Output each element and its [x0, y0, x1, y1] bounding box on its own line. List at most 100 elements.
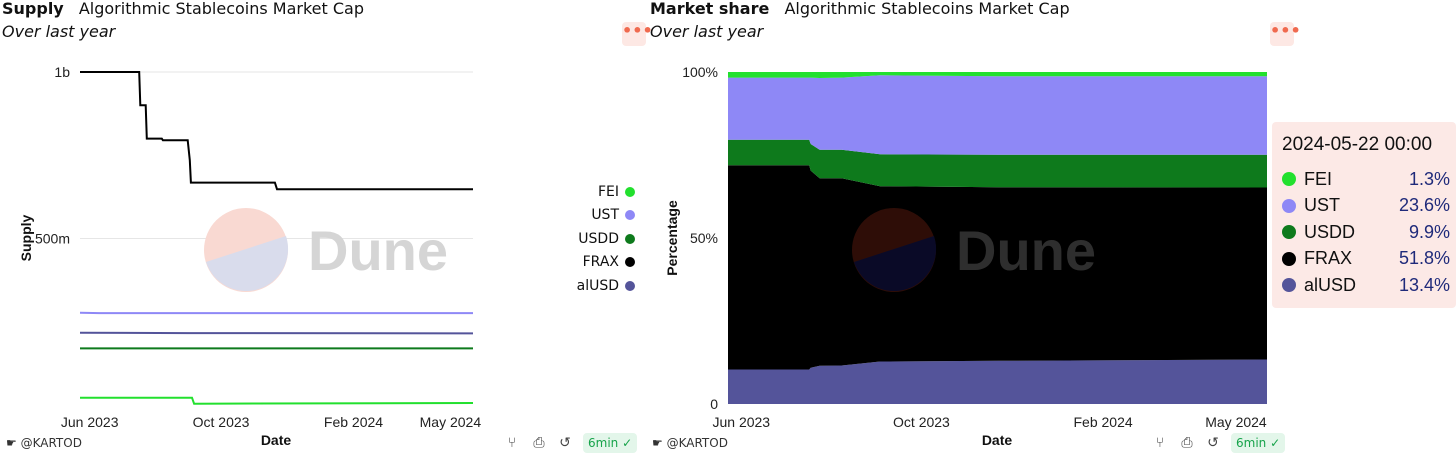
refresh-age-badge[interactable]: 6min ✓ — [583, 433, 638, 453]
tooltip-series-name: alUSD — [1304, 274, 1357, 295]
tooltip-swatch — [1282, 278, 1296, 292]
refresh-age-label: 6min — [1236, 436, 1267, 450]
more-options-button[interactable]: ••• — [622, 22, 653, 46]
panel-header: Supply Algorithmic Stablecoins Market Ca… — [2, 0, 364, 18]
y-axis-label: Percentage — [664, 200, 680, 276]
y-tick-label: 1b — [54, 64, 70, 80]
watermark-circle-shade — [206, 236, 289, 292]
tooltip-series-name: FRAX — [1304, 248, 1353, 268]
fork-icon[interactable]: ⑂ — [1155, 435, 1165, 451]
tooltip-value: 23.6% — [1398, 195, 1450, 215]
tooltip-row-usdd: USDD 9.9% — [1282, 219, 1450, 245]
x-axis-label: Date — [261, 432, 292, 448]
legend-swatch — [625, 186, 635, 197]
dune-watermark: Dune — [204, 208, 448, 292]
legend-item-frax[interactable]: FRAX — [555, 251, 635, 275]
y-axis-label: Supply — [18, 214, 34, 261]
legend-item-fei[interactable]: FEI — [555, 180, 635, 204]
check-circle-icon: ✓ — [1270, 436, 1281, 450]
supply-panel: Supply Algorithmic Stablecoins Market Ca… — [0, 0, 653, 455]
panel-subtitle: Algorithmic Stablecoins Market Cap — [784, 0, 1070, 18]
watermark-text: Dune — [956, 219, 1096, 282]
tooltip-swatch — [1282, 225, 1296, 239]
x-tick-label: Jun 2023 — [712, 414, 770, 430]
series-line-frax — [80, 71, 473, 191]
tooltip-value: 51.8% — [1398, 248, 1450, 268]
camera-icon[interactable]: ⎙ — [533, 435, 545, 451]
author-credit[interactable]: ☛ @KARTOD — [6, 436, 82, 450]
legend-swatch — [625, 210, 635, 221]
area-series-fei — [728, 72, 1267, 78]
legend-item-ust[interactable]: UST — [555, 204, 635, 228]
refresh-icon[interactable]: ↺ — [1207, 435, 1219, 451]
legend-item-alusd[interactable]: alUSD — [555, 274, 635, 298]
x-tick-label: Feb 2024 — [1073, 414, 1132, 430]
author-name: @KARTOD — [666, 436, 728, 450]
area-series-ust — [728, 75, 1267, 155]
watermark-circle-shade — [854, 236, 937, 292]
legend-swatch — [625, 280, 635, 291]
tooltip-row-fei: FEI 1.3% — [1282, 166, 1450, 192]
author-credit[interactable]: ☛ @KARTOD — [652, 436, 728, 450]
author-name: @KARTOD — [20, 436, 82, 450]
panel-header: Market share Algorithmic Stablecoins Mar… — [650, 0, 1070, 18]
legend-swatch — [625, 257, 635, 268]
legend-label: UST — [591, 207, 619, 224]
x-tick-label: May 2024 — [420, 414, 482, 430]
chart-legend: FEI UST USDD FRAX alUSD — [555, 180, 635, 298]
refresh-age-badge[interactable]: 6min ✓ — [1231, 433, 1286, 453]
legend-item-usdd[interactable]: USDD — [555, 227, 635, 251]
y-tick-label: 50% — [690, 230, 718, 246]
legend-label: FEI — [597, 183, 619, 200]
panel-period: Over last year — [650, 22, 764, 41]
tooltip-value: 1.3% — [1408, 168, 1450, 189]
tooltip-series-name: FEI — [1304, 168, 1333, 189]
camera-icon[interactable]: ⎙ — [1181, 435, 1193, 451]
x-tick-label: Oct 2023 — [893, 414, 950, 430]
legend-label: alUSD — [576, 277, 619, 294]
fork-icon[interactable]: ⑂ — [507, 435, 517, 451]
x-tick-label: Feb 2024 — [324, 414, 383, 430]
x-tick-label: Oct 2023 — [193, 414, 250, 430]
dune-watermark: Dune — [852, 208, 1096, 292]
hover-tooltip: 2024-05-22 00:00 FEI 1.3% UST 23.6% USDD 9.9%… — [1272, 122, 1456, 308]
legend-swatch — [625, 233, 635, 244]
tooltip-row-alusd: alUSD 13.4% — [1282, 272, 1450, 298]
supply-line-chart: 1b 500m Dune Jun 2023 Oct 2023 Feb 2024 May 20… — [18, 64, 482, 448]
tooltip-value: 9.9% — [1408, 221, 1450, 242]
tooltip-swatch — [1282, 251, 1296, 266]
panel-title: Market share — [650, 0, 770, 18]
y-tick-label: 500m — [35, 231, 70, 247]
legend-label: USDD — [578, 230, 619, 247]
tooltip-date: 2024-05-22 00:00 — [1282, 134, 1433, 155]
market-share-area-chart: Dune 0 50% 100% Jun 2023 Oct 2023 Feb 2024 May … — [664, 64, 1267, 448]
market-share-panel: Market share Algorithmic Stablecoins Mar… — [648, 0, 1456, 455]
y-tick-label: 100% — [682, 64, 718, 80]
y-tick-label: 0 — [710, 396, 718, 412]
x-tick-label: Jun 2023 — [61, 414, 119, 430]
watermark-circle — [852, 208, 936, 292]
watermark-text: Dune — [308, 219, 448, 282]
tooltip-value: 13.4% — [1398, 274, 1450, 295]
series-line-fei — [80, 396, 474, 405]
legend-label: FRAX — [582, 254, 619, 271]
tooltip-swatch — [1282, 172, 1296, 186]
tooltip-series-name: UST — [1304, 195, 1340, 215]
series-line-alusd — [79, 331, 474, 335]
refresh-age-label: 6min — [588, 436, 619, 450]
area-series-alusd — [728, 359, 1267, 404]
panel-period: Over last year — [2, 22, 116, 41]
tooltip-row-frax: FRAX 51.8% — [1282, 246, 1450, 272]
x-axis-label: Date — [982, 432, 1013, 448]
tooltip-series-name: USDD — [1304, 221, 1356, 242]
hand-point-icon: ☛ — [652, 436, 663, 450]
more-options-button[interactable]: ••• — [1270, 22, 1301, 46]
tooltip-row-ust: UST 23.6% — [1282, 193, 1450, 219]
hand-point-icon: ☛ — [6, 436, 17, 450]
area-series-usdd — [728, 139, 1267, 188]
check-circle-icon: ✓ — [622, 436, 633, 450]
area-series-frax — [728, 165, 1267, 370]
tooltip-swatch — [1282, 198, 1296, 213]
refresh-icon[interactable]: ↺ — [559, 435, 571, 451]
panel-title: Supply — [2, 0, 64, 18]
